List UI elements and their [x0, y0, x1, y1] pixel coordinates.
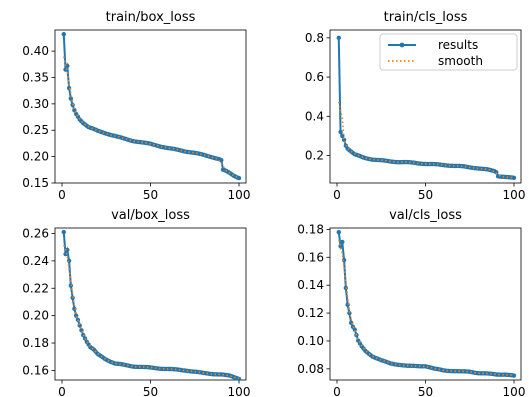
y-tick-label: 0.25	[22, 123, 49, 137]
legend-box	[379, 33, 518, 71]
y-tick-label: 0.16	[22, 363, 49, 377]
x-tick-label: 100	[503, 188, 526, 202]
y-tick-label: 0.18	[297, 222, 324, 236]
subplot-4: val/cls_loss 0.08 0.10 0.12 0.14 0.16 0.18 0 50 1…	[297, 208, 525, 397]
results-point	[68, 96, 74, 101]
y-tick-label: 0.24	[22, 254, 49, 268]
results-point	[347, 310, 352, 316]
results-point	[340, 239, 345, 245]
results-point	[219, 157, 224, 163]
axes-frame	[54, 227, 247, 381]
subplot-title: train/cls_loss	[384, 10, 468, 25]
smooth-line	[338, 239, 515, 377]
y-tick-label: 0.15	[22, 176, 49, 190]
results-point	[336, 229, 341, 235]
results-point	[338, 129, 343, 135]
subplot-title: train/box_loss	[106, 10, 196, 25]
results-point	[511, 373, 517, 378]
y-tick-label: 0.4	[305, 109, 324, 123]
results-point	[61, 229, 66, 235]
smooth-line	[337, 101, 515, 179]
results-point	[352, 327, 357, 332]
subplot-2: train/cls_loss 0.2 0.4 0.6 0.8 0 50 100	[305, 10, 526, 202]
subplot-title: val/cls_loss	[389, 208, 462, 223]
axes-frame	[329, 227, 522, 381]
y-tick-label: 0.12	[297, 306, 324, 320]
subplot-1: train/box_loss 0.15 0.20 0.25 0.30 0.35 0.40 0 5…	[22, 10, 250, 202]
legend: results smooth	[379, 33, 518, 71]
y-tick-label: 0.16	[297, 250, 324, 264]
results-point	[338, 243, 343, 249]
x-tick-label: 100	[228, 385, 251, 397]
y-tick-label: 0.18	[22, 336, 49, 350]
legend-smooth-label: smooth	[438, 54, 483, 68]
x-tick-label: 0	[58, 385, 66, 397]
y-tick-label: 0.40	[22, 44, 49, 58]
subplot-3: val/box_loss 0.16 0.18 0.20 0.22 0.24 0.26 0 50 1…	[22, 208, 250, 397]
x-tick-label: 100	[503, 385, 526, 397]
y-tick-label: 0.35	[22, 70, 49, 84]
y-tick-label: 0.08	[297, 362, 324, 376]
y-tick-label: 0.26	[22, 226, 49, 240]
smooth-line	[63, 245, 240, 380]
results-point	[61, 32, 66, 37]
results-point	[341, 137, 347, 143]
results-point	[345, 302, 350, 307]
results-point	[494, 170, 499, 175]
legend-results-marker	[399, 42, 405, 48]
y-tick-label: 0.20	[22, 309, 49, 323]
x-tick-label: 100	[228, 188, 251, 202]
subplot-title: val/box_loss	[111, 208, 190, 223]
y-tick-label: 0.10	[297, 334, 324, 348]
legend-results-label: results	[438, 38, 478, 52]
y-tick-label: 0.6	[305, 70, 324, 84]
x-tick-label: 0	[333, 188, 341, 202]
y-tick-label: 0.22	[22, 281, 49, 295]
y-tick-label: 0.14	[297, 278, 324, 292]
y-tick-label: 0.8	[305, 31, 324, 45]
results-line	[337, 232, 515, 377]
results-point	[66, 85, 72, 91]
y-tick-label: 0.2	[305, 149, 324, 163]
x-tick-label: 0	[58, 188, 66, 202]
results-point	[236, 175, 242, 181]
x-tick-label: 0	[333, 385, 341, 397]
x-tick-label: 50	[143, 385, 158, 397]
results-point	[511, 175, 517, 180]
y-tick-label: 0.20	[22, 150, 49, 164]
results-point	[236, 376, 242, 382]
y-tick-label: 0.30	[22, 97, 49, 111]
x-tick-label: 50	[418, 188, 433, 202]
results-point	[341, 257, 347, 263]
results-line	[62, 232, 240, 380]
results-point	[336, 35, 341, 41]
x-tick-label: 50	[143, 188, 158, 202]
x-tick-label: 50	[418, 385, 433, 397]
